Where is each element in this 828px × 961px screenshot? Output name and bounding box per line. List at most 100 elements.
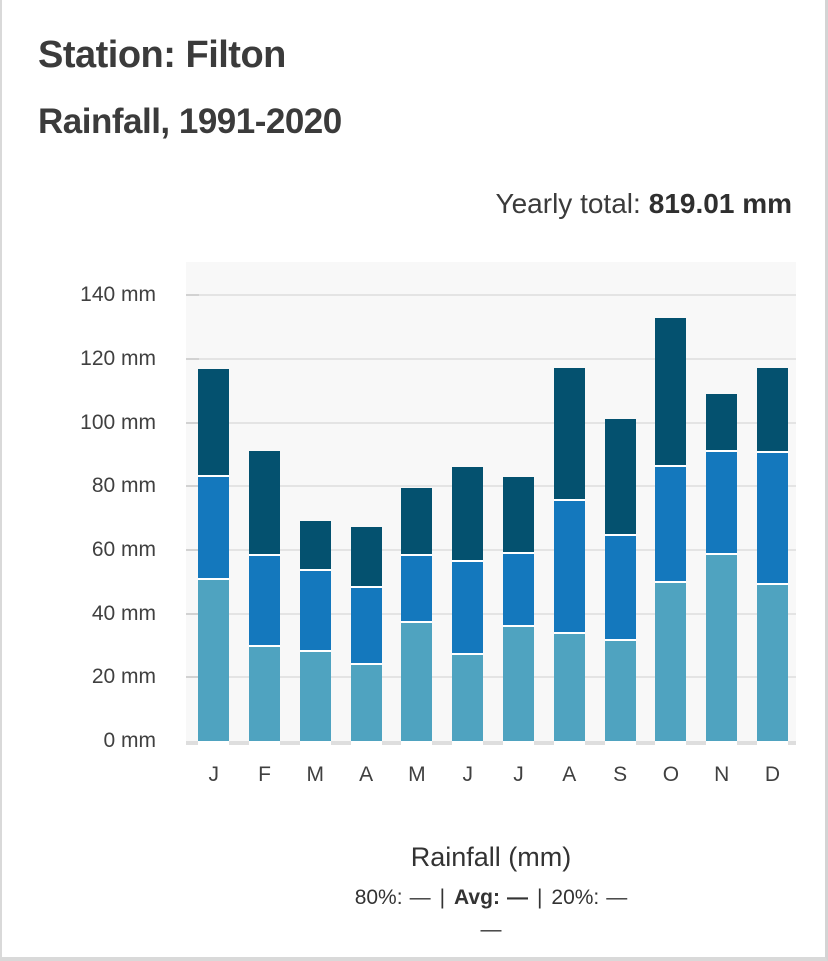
x-axis-label-7: J — [513, 763, 524, 786]
x-tick-mark — [635, 741, 656, 745]
x-axis-label-9: S — [613, 763, 628, 786]
bar-9-avg-segment[interactable] — [604, 536, 636, 641]
bar-6-p80-segment[interactable] — [452, 466, 484, 563]
bar-10-p20-segment[interactable] — [655, 582, 687, 741]
bar-11-p20-segment[interactable] — [706, 554, 738, 741]
bar-6-p20-segment[interactable] — [452, 655, 484, 741]
legend-p80-label: 80%: — [354, 886, 403, 909]
bar-9-p80-segment[interactable] — [604, 418, 636, 537]
bar-8-avg-segment[interactable] — [553, 500, 585, 634]
hover-note: — — [480, 918, 502, 941]
bar-12-p80-segment[interactable] — [757, 367, 788, 454]
gridline-80 — [186, 485, 796, 488]
x-axis-label-5: M — [408, 763, 426, 786]
y-axis-label-140: 140 mm — [80, 283, 156, 307]
gridline-40 — [186, 612, 796, 615]
legend-avg-value: — — [506, 886, 528, 909]
bar-7-p80-segment[interactable] — [503, 477, 534, 555]
legend-p80-value: — — [409, 886, 431, 909]
x-axis-label-2: F — [258, 763, 271, 786]
y-tick-mark — [186, 294, 199, 297]
x-tick-mark — [280, 741, 300, 745]
bar-7-p20-segment[interactable] — [503, 627, 534, 741]
page-title: Station: Filton — [38, 34, 286, 76]
bar-8-p80-segment[interactable] — [553, 368, 585, 501]
bar-5-p20-segment[interactable] — [401, 623, 433, 741]
y-axis-label-100: 100 mm — [80, 410, 156, 434]
y-axis-label-20: 20 mm — [91, 665, 156, 689]
gridline-100 — [186, 421, 796, 424]
x-tick-mark — [686, 741, 707, 745]
x-tick-mark — [330, 741, 351, 745]
bar-4-avg-segment[interactable] — [350, 588, 382, 666]
y-tick-mark — [186, 612, 199, 615]
y-tick-mark — [186, 676, 199, 679]
x-axis-label-4: A — [359, 763, 374, 786]
x-tick-mark — [432, 741, 453, 745]
bar-2-p80-segment[interactable] — [249, 451, 280, 556]
y-axis-label-120: 120 mm — [80, 346, 156, 370]
bar-1-p80-segment[interactable] — [198, 369, 230, 478]
bar-8-p20-segment[interactable] — [553, 633, 585, 741]
y-axis-label-40: 40 mm — [91, 601, 156, 625]
gridline-140 — [186, 294, 796, 297]
y-tick-mark — [186, 548, 199, 551]
bar-1-avg-segment[interactable] — [198, 477, 230, 581]
legend-p20-value: — — [606, 886, 628, 909]
bar-11-p80-segment[interactable] — [706, 394, 738, 453]
bar-12-p20-segment[interactable] — [757, 585, 788, 741]
x-axis-label-1: J — [208, 763, 219, 786]
x-axis-label-3: M — [306, 763, 325, 786]
bar-6-avg-segment[interactable] — [452, 562, 484, 656]
gridline-20 — [186, 676, 796, 679]
bar-2-avg-segment[interactable] — [249, 555, 280, 647]
bar-10-avg-segment[interactable] — [655, 467, 687, 583]
bar-4-p20-segment[interactable] — [350, 665, 382, 741]
yearly-total: Yearly total: 819.01 mm — [496, 188, 793, 220]
bar-5-p80-segment[interactable] — [401, 488, 433, 557]
chart-subtitle: Rainfall, 1991-2020 — [38, 102, 342, 141]
bar-1-p20-segment[interactable] — [198, 580, 230, 741]
x-tick-mark — [229, 741, 249, 745]
x-axis-label-12: D — [764, 763, 781, 786]
axis-title: Rainfall (mm) — [410, 842, 572, 872]
bar-5-avg-segment[interactable] — [401, 556, 433, 624]
bar-10-p80-segment[interactable] — [655, 317, 687, 468]
bar-9-p20-segment[interactable] — [604, 641, 636, 741]
gridline-60 — [186, 548, 796, 551]
x-axis-label-6: J — [462, 763, 473, 786]
bar-12-avg-segment[interactable] — [757, 453, 788, 586]
y-axis-label-0: 0 mm — [103, 729, 157, 752]
legend-p20-label: 20%: — [551, 886, 600, 909]
bar-4-p80-segment[interactable] — [350, 526, 382, 589]
x-axis-label-10: O — [662, 763, 680, 786]
yearly-total-value: 819.01 mm — [648, 188, 792, 219]
yearly-total-label: Yearly total: — [495, 188, 641, 219]
x-tick-mark — [534, 741, 554, 745]
x-tick-mark — [737, 741, 757, 745]
bar-3-p20-segment[interactable] — [299, 652, 331, 741]
bar-11-avg-segment[interactable] — [706, 452, 738, 555]
y-tick-mark — [186, 421, 199, 424]
y-axis-label-80: 80 mm — [91, 474, 156, 498]
legend-separator: | — [536, 886, 543, 909]
legend-separator: | — [439, 886, 446, 909]
legend-avg-label: Avg: — [454, 886, 500, 909]
bar-2-p20-segment[interactable] — [249, 646, 280, 741]
x-axis-label-8: A — [562, 763, 577, 786]
y-tick-mark — [186, 357, 199, 360]
hover-legend: 80%: — | Avg: — | 20%: — — [186, 886, 796, 910]
x-tick-mark — [584, 741, 605, 745]
x-tick-mark — [381, 741, 402, 745]
x-tick-mark — [186, 741, 199, 745]
plot-area — [186, 262, 796, 745]
bar-7-avg-segment[interactable] — [503, 554, 534, 628]
bar-3-avg-segment[interactable] — [299, 570, 331, 653]
y-axis-label-60: 60 mm — [91, 537, 156, 561]
gridline-120 — [186, 357, 796, 360]
bar-3-p80-segment[interactable] — [299, 520, 331, 571]
x-tick-mark — [788, 741, 796, 745]
x-axis-label-11: N — [714, 763, 730, 786]
x-tick-mark — [483, 741, 503, 745]
